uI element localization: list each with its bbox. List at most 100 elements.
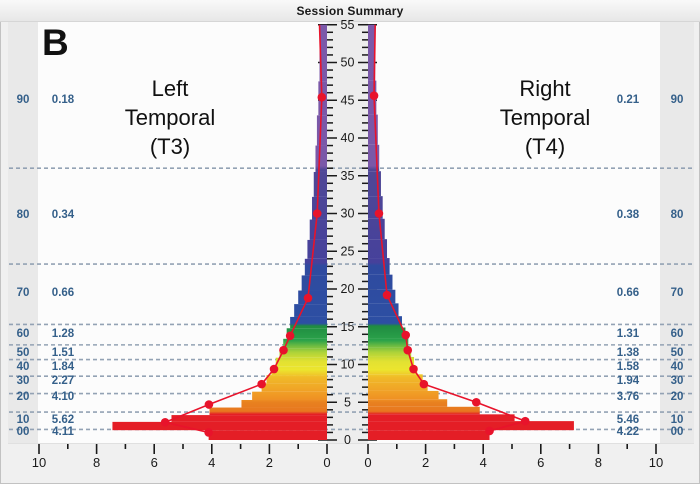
right-histogram-bar: [368, 114, 378, 145]
left-percentile-label: 60: [16, 328, 30, 340]
x-axis-label-right: 2: [422, 455, 429, 470]
right-percentile-label: 40: [670, 361, 684, 373]
decile-dot: [369, 91, 379, 101]
amp-scale-label: 30: [341, 207, 355, 221]
left-percentile-value: 5.62: [51, 414, 75, 426]
x-axis-label-left: 8: [93, 455, 100, 470]
left-percentile-label: 90: [16, 94, 30, 106]
decile-dot: [471, 397, 481, 407]
x-axis-label-left: 0: [323, 455, 330, 470]
amp-scale-label: 55: [341, 18, 355, 32]
left-histogram-bar: [315, 145, 327, 172]
right-percentile-value: 1.31: [616, 328, 640, 340]
left-percentile-value: 0.66: [51, 287, 75, 299]
decile-dot: [419, 379, 429, 389]
right-histogram-bar: [368, 218, 385, 240]
left-histogram-bar: [316, 115, 327, 146]
amp-scale-label: 35: [341, 169, 355, 183]
right-percentile-label: 00: [670, 426, 684, 438]
right-percentile-value: 4.22: [616, 426, 640, 438]
left-temporal-label: Left Temporal (T3): [90, 74, 250, 161]
right-histogram-bar: [368, 24, 376, 81]
right-histogram-bar: [368, 274, 393, 290]
right-histogram-bar: [368, 144, 380, 172]
left-percentile-value: 4.11: [52, 426, 74, 438]
left-histogram-bar: [209, 407, 327, 416]
left-percentile-label: 80: [16, 209, 30, 221]
left-percentile-label: 40: [16, 361, 30, 373]
left-percentile-value: 0.34: [51, 209, 75, 221]
x-axis-label-left: 2: [266, 455, 273, 470]
left-histogram-bar: [261, 383, 327, 392]
amp-scale-label: 50: [341, 56, 355, 70]
left-histogram-bar: [266, 375, 327, 384]
right-histogram-bar: [368, 356, 415, 367]
x-axis-label-left: 6: [151, 455, 158, 470]
left-temporal-line1: Left: [151, 76, 189, 101]
x-axis-label-right: 4: [480, 455, 487, 470]
right-percentile-label: 50: [670, 347, 684, 359]
decile-dot: [285, 331, 295, 341]
decile-dot: [160, 417, 170, 427]
left-percentile-label: 10: [16, 414, 30, 426]
right-histogram-bar: [368, 239, 388, 259]
decile-dot: [257, 379, 266, 389]
right-temporal-line3: (T4): [524, 134, 566, 159]
right-temporal-label: Right Temporal (T4): [465, 74, 625, 161]
decile-dot: [269, 364, 279, 374]
decile-dot: [317, 92, 327, 102]
x-axis-label-right: 6: [537, 455, 544, 470]
right-histogram-bar: [368, 430, 490, 440]
right-histogram-bar: [368, 399, 448, 407]
left-temporal-line3: (T3): [149, 134, 191, 159]
right-percentile-label: 30: [670, 375, 684, 387]
right-histogram-bar: [368, 406, 480, 415]
left-histogram-bar: [307, 239, 327, 259]
left-percentile-label: 20: [16, 391, 30, 403]
x-axis-label-left: 4: [208, 455, 215, 470]
right-temporal-line2: Temporal: [499, 105, 591, 130]
amp-scale-label: 10: [341, 358, 355, 372]
left-histogram-bar: [271, 366, 327, 376]
x-axis-label-right: 8: [595, 455, 602, 470]
decile-dot: [279, 345, 288, 355]
left-percentile-value: 4.10: [51, 391, 75, 403]
amp-scale-label: 45: [341, 93, 355, 107]
left-percentile-value: 0.18: [51, 94, 75, 106]
right-percentile-label: 60: [670, 328, 684, 340]
right-histogram-bar: [368, 327, 406, 339]
left-histogram-bar: [286, 328, 327, 339]
left-temporal-line2: Temporal: [124, 105, 216, 130]
left-percentile-value: 1.51: [51, 347, 75, 359]
right-percentile-value: 0.66: [616, 287, 640, 299]
left-histogram-bar: [313, 171, 327, 197]
x-axis-label-right: 0: [364, 455, 371, 470]
right-percentile-value: 0.38: [616, 209, 640, 221]
right-histogram-bar: [368, 366, 418, 375]
right-histogram-bar: [368, 258, 390, 275]
right-percentile-value: 1.94: [616, 375, 640, 387]
right-percentile-strip: [660, 22, 694, 443]
right-histogram-bar: [368, 374, 423, 383]
right-histogram-bar: [368, 347, 412, 357]
decile-dot: [204, 428, 213, 437]
amp-scale-label: 20: [341, 282, 355, 296]
decile-dot: [303, 293, 313, 303]
right-histogram-bar: [368, 338, 409, 348]
amp-scale-label: 15: [341, 320, 355, 334]
right-histogram-bar: [368, 382, 428, 391]
right-histogram-bar: [368, 303, 399, 317]
right-percentile-value: 1.38: [616, 347, 640, 359]
left-histogram-bar: [275, 357, 327, 367]
decile-dot: [520, 416, 530, 426]
left-histogram-bar: [301, 275, 327, 291]
left-percentile-value: 1.28: [51, 328, 75, 340]
right-percentile-label: 70: [670, 287, 684, 299]
chart-title: Session Summary: [296, 3, 404, 18]
decile-dot: [485, 426, 494, 436]
right-percentile-value: 5.46: [616, 414, 640, 426]
x-axis-label-left: 10: [32, 455, 46, 470]
left-histogram-bar: [319, 24, 327, 82]
right-histogram-bar: [368, 421, 574, 431]
